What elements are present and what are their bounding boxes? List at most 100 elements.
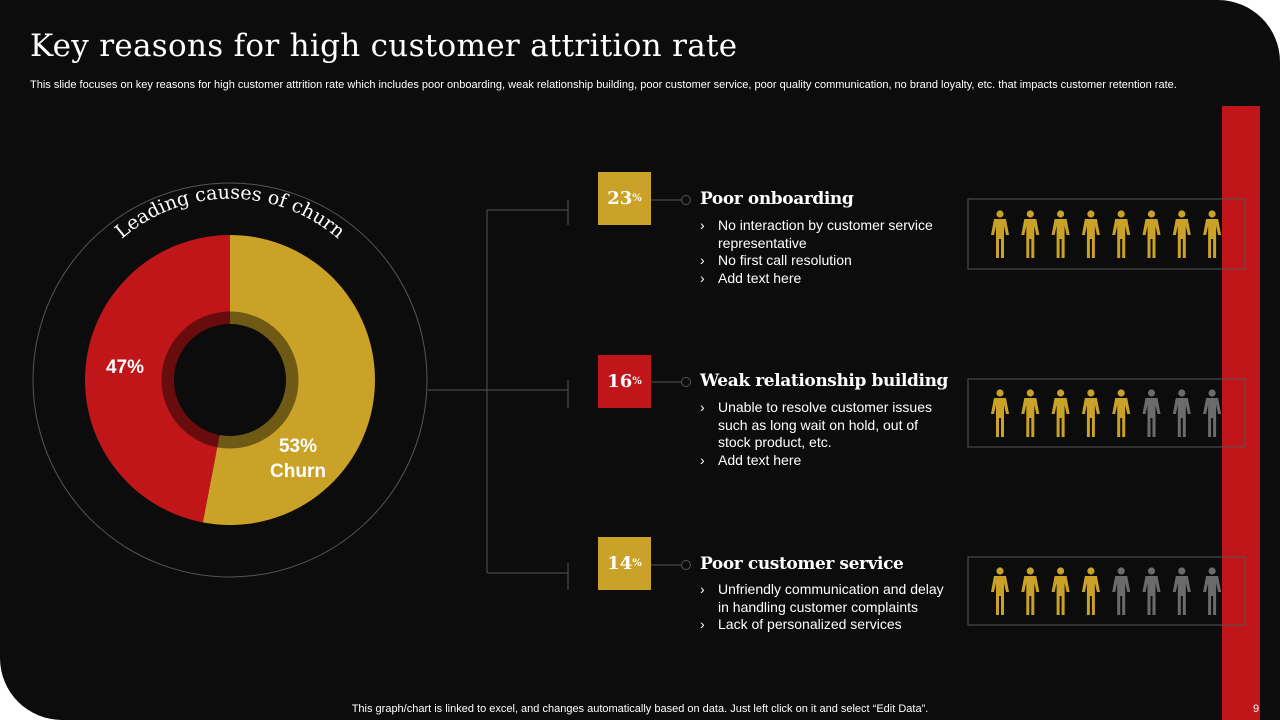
person-icon bbox=[1172, 389, 1191, 437]
person-icon bbox=[1021, 389, 1040, 437]
percent-value: 16 bbox=[607, 371, 633, 392]
person-head bbox=[1178, 389, 1186, 397]
percent-box: 14% bbox=[598, 537, 651, 590]
accent-bar bbox=[1222, 106, 1260, 720]
bullet-item: Add text here bbox=[700, 270, 950, 288]
person-head bbox=[1208, 389, 1216, 397]
percent-unit: % bbox=[632, 193, 642, 204]
person-body bbox=[1112, 576, 1131, 615]
person-icon bbox=[1081, 389, 1100, 437]
person-icon bbox=[1051, 210, 1070, 258]
person-head bbox=[1026, 210, 1034, 218]
person-body bbox=[991, 576, 1009, 615]
icon-panel bbox=[967, 198, 1246, 270]
panel-frame bbox=[967, 198, 1246, 270]
person-icon bbox=[1172, 210, 1191, 258]
reason-heading: Poor customer service bbox=[700, 554, 904, 574]
person-body bbox=[1203, 576, 1222, 615]
person-body bbox=[991, 219, 1009, 258]
person-body bbox=[1203, 398, 1222, 437]
icon-panel bbox=[967, 556, 1246, 626]
panel-frame bbox=[967, 556, 1246, 626]
person-head bbox=[1208, 567, 1216, 575]
person-icon bbox=[1112, 567, 1131, 615]
person-head bbox=[1026, 389, 1034, 397]
percent-unit: % bbox=[632, 376, 642, 387]
person-body bbox=[991, 398, 1009, 437]
person-head bbox=[1117, 389, 1125, 397]
person-body bbox=[1051, 398, 1070, 437]
category-label: Churn bbox=[270, 461, 326, 482]
person-body bbox=[1142, 219, 1161, 258]
bullet-item: Lack of personalized services bbox=[700, 616, 950, 634]
person-body bbox=[1112, 398, 1131, 437]
person-icon bbox=[1051, 567, 1070, 615]
reason-heading: Weak relationship building bbox=[700, 371, 949, 391]
person-head bbox=[1117, 567, 1125, 575]
person-icon bbox=[1203, 567, 1222, 615]
reason-heading: Poor onboarding bbox=[700, 189, 854, 209]
person-icon bbox=[991, 389, 1009, 437]
person-body bbox=[1112, 219, 1131, 258]
person-head bbox=[1087, 567, 1095, 575]
person-head bbox=[1057, 567, 1065, 575]
person-body bbox=[1051, 219, 1070, 258]
person-body bbox=[1172, 219, 1191, 258]
percent-value: 14 bbox=[607, 553, 633, 574]
bullet-item: Unfriendly communication and delay in ha… bbox=[700, 581, 950, 616]
person-icon bbox=[1112, 210, 1131, 258]
person-icon bbox=[1142, 210, 1161, 258]
bullet-item: Add text here bbox=[700, 452, 950, 470]
footer-note: This graph/chart is linked to excel, and… bbox=[351, 703, 929, 715]
person-icon bbox=[1172, 567, 1191, 615]
panel-frame bbox=[967, 378, 1246, 448]
outer-ring bbox=[32, 182, 428, 578]
person-head bbox=[996, 210, 1004, 218]
person-body bbox=[1172, 576, 1191, 615]
person-body bbox=[1081, 576, 1100, 615]
person-body bbox=[1142, 398, 1161, 437]
person-icon bbox=[1081, 567, 1100, 615]
person-head bbox=[1178, 567, 1186, 575]
person-body bbox=[1051, 576, 1070, 615]
value-label: 47% bbox=[106, 357, 144, 378]
percent-value: 23 bbox=[607, 188, 633, 209]
icon-panel bbox=[967, 378, 1246, 448]
bullet-item: Unable to resolve customer issues such a… bbox=[700, 399, 950, 452]
person-icon bbox=[1021, 210, 1040, 258]
person-icon bbox=[1203, 389, 1222, 437]
person-head bbox=[1147, 389, 1156, 397]
bullet-list: Unable to resolve customer issues such a… bbox=[700, 399, 950, 469]
person-head bbox=[1087, 389, 1095, 397]
value-label: 53% bbox=[279, 436, 317, 457]
person-body bbox=[1142, 576, 1161, 615]
bullet-item: No first call resolution bbox=[700, 252, 950, 270]
person-icon bbox=[1051, 389, 1070, 437]
person-head bbox=[1057, 210, 1065, 218]
person-head bbox=[1057, 389, 1065, 397]
donut-slice bbox=[85, 235, 231, 523]
person-head bbox=[1208, 210, 1216, 218]
person-icon bbox=[1203, 210, 1222, 258]
inner-band bbox=[161, 311, 299, 449]
person-icon bbox=[1142, 567, 1161, 615]
chart-title: Leading causes of churn bbox=[111, 182, 349, 243]
person-body bbox=[1021, 576, 1040, 615]
person-head bbox=[1147, 210, 1156, 218]
connectors bbox=[428, 195, 691, 590]
bullet-list: Unfriendly communication and delay in ha… bbox=[700, 581, 950, 634]
person-body bbox=[1203, 219, 1222, 258]
bullet-list: No interaction by customer service repre… bbox=[700, 217, 950, 287]
person-body bbox=[1081, 219, 1100, 258]
slide-subtitle: This slide focuses on key reasons for hi… bbox=[30, 79, 1177, 91]
person-head bbox=[1026, 567, 1034, 575]
person-icon bbox=[1112, 389, 1131, 437]
person-head bbox=[1147, 567, 1156, 575]
page-number: 9 bbox=[1253, 703, 1260, 715]
chart-title-path: Leading causes of churn bbox=[111, 182, 349, 243]
person-head bbox=[996, 567, 1004, 575]
person-body bbox=[1081, 398, 1100, 437]
bullet-item: No interaction by customer service repre… bbox=[700, 217, 950, 252]
